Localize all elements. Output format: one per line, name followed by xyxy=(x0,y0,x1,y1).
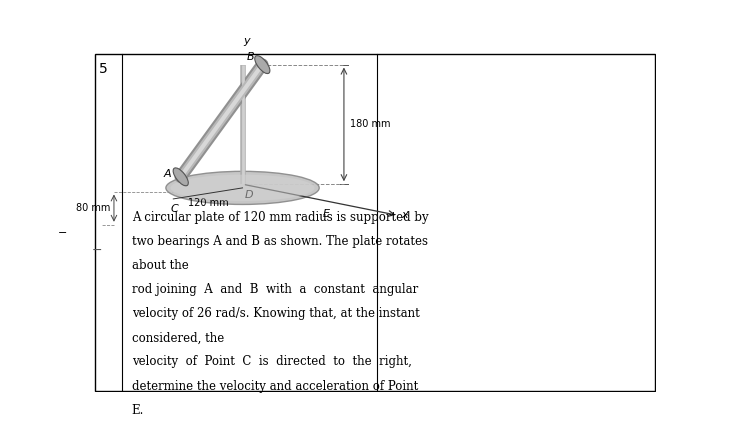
Text: two bearings A and B as shown. The plate rotates: two bearings A and B as shown. The plate… xyxy=(132,235,428,248)
Text: D: D xyxy=(245,191,254,200)
Text: 180 mm: 180 mm xyxy=(350,120,390,129)
Ellipse shape xyxy=(166,171,319,205)
Text: E: E xyxy=(322,209,329,219)
Text: $-$: $-$ xyxy=(57,226,67,236)
Text: $x$: $x$ xyxy=(401,210,409,220)
Text: rod joining  A  and  B  with  a  constant  angular: rod joining A and B with a constant angu… xyxy=(132,283,418,296)
Ellipse shape xyxy=(173,168,189,186)
Text: velocity of 26 rad/s. Knowing that, at the instant: velocity of 26 rad/s. Knowing that, at t… xyxy=(132,307,420,320)
Text: B: B xyxy=(247,52,254,62)
Text: A: A xyxy=(164,169,172,179)
Text: A circular plate of 120 mm radius is supported by: A circular plate of 120 mm radius is sup… xyxy=(132,211,428,224)
Text: determine the velocity and acceleration of Point: determine the velocity and acceleration … xyxy=(132,380,418,392)
Text: about the: about the xyxy=(132,259,189,272)
Ellipse shape xyxy=(174,168,188,185)
Ellipse shape xyxy=(170,175,314,201)
Text: C: C xyxy=(170,204,178,213)
Text: $y$: $y$ xyxy=(243,36,252,49)
Text: considered, the: considered, the xyxy=(132,331,224,344)
Text: 5: 5 xyxy=(99,62,107,76)
Text: 80 mm: 80 mm xyxy=(76,203,110,213)
Text: velocity  of  Point  C  is  directed  to  the  right,: velocity of Point C is directed to the r… xyxy=(132,355,412,369)
Ellipse shape xyxy=(255,56,269,73)
Text: −: − xyxy=(91,244,102,257)
Ellipse shape xyxy=(254,56,270,74)
Text: 120 mm: 120 mm xyxy=(188,198,228,208)
Text: E.: E. xyxy=(132,404,144,417)
